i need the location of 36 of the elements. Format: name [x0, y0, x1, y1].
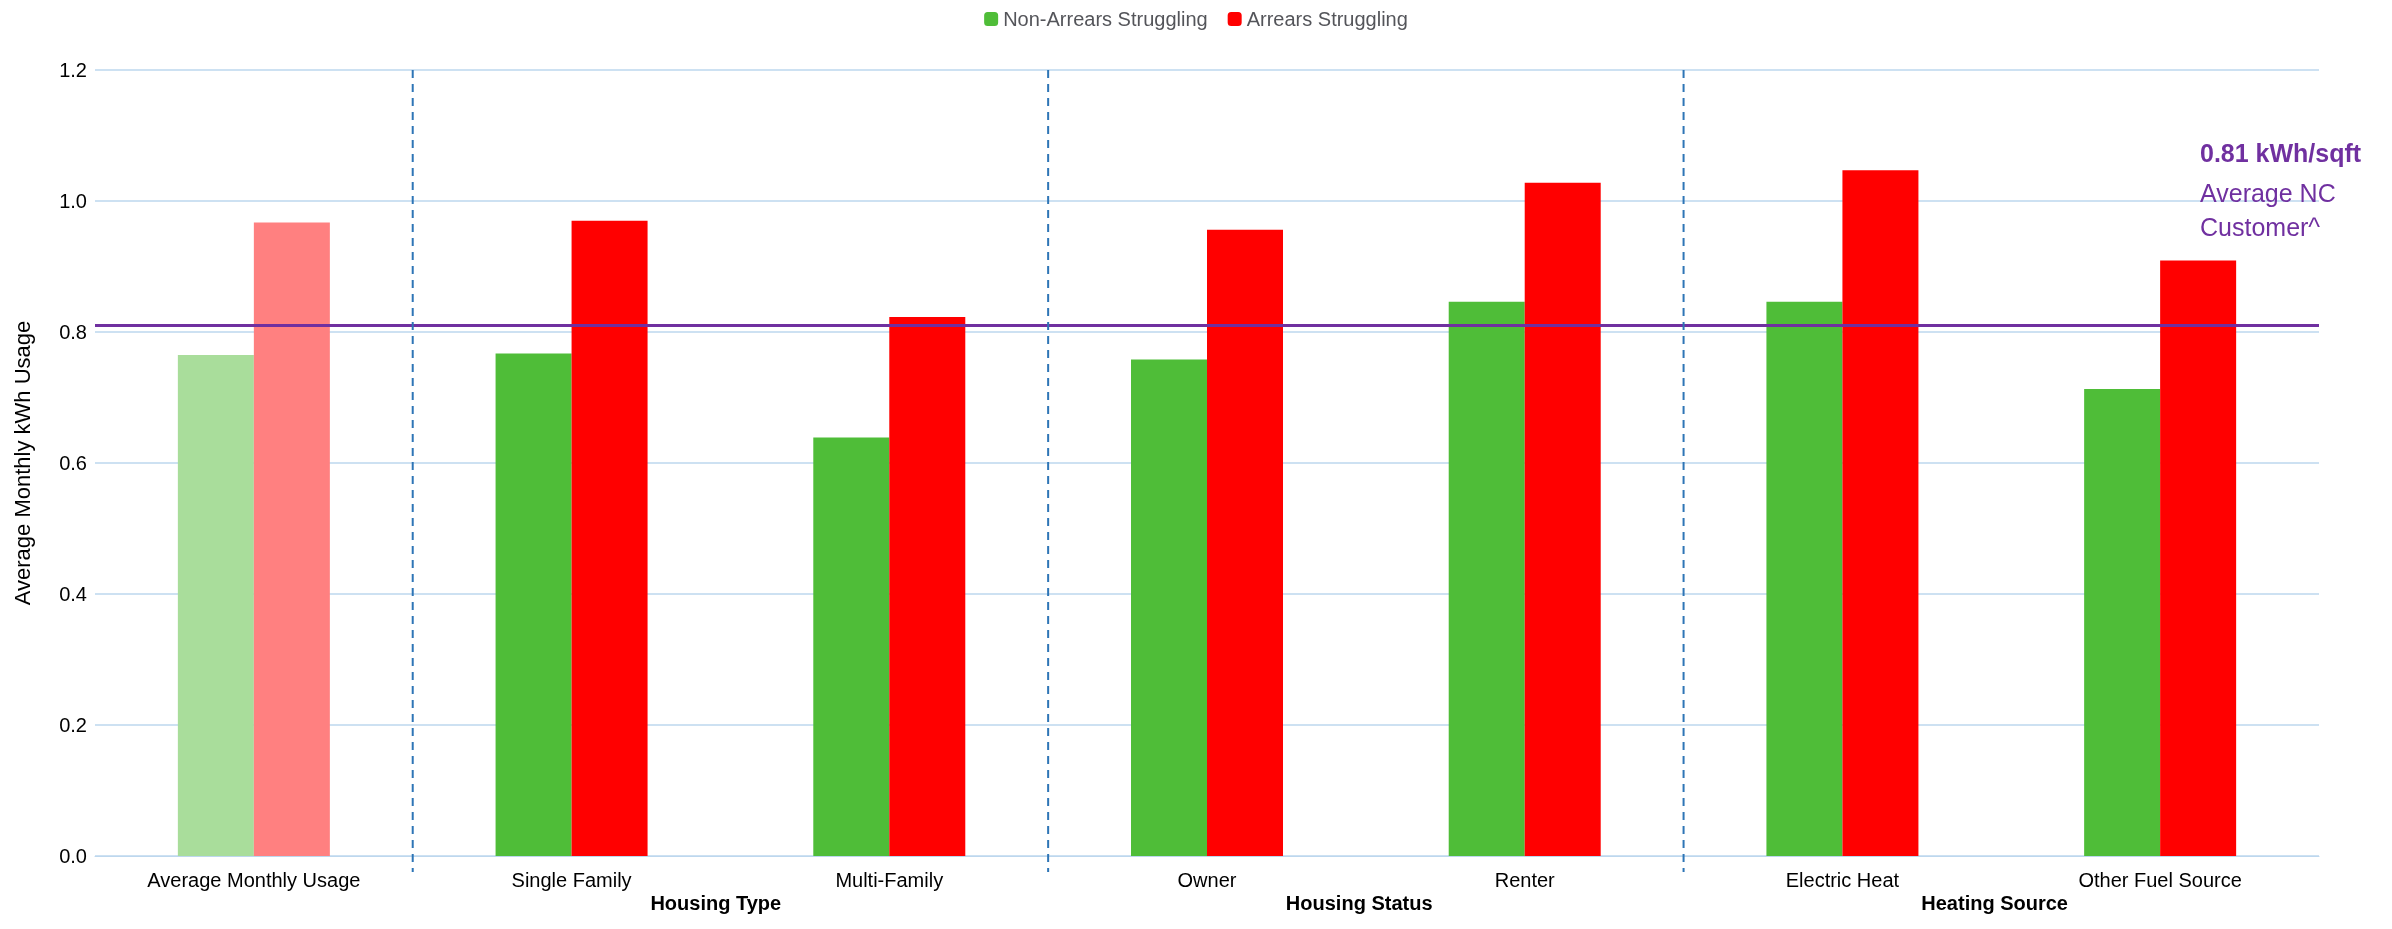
- y-tick-label: 1.2: [59, 59, 87, 81]
- text: Heating Source: [1921, 892, 2068, 914]
- x-tick-label: Average Monthly Usage: [147, 869, 361, 891]
- x-tick-label: Multi-Family: [835, 869, 944, 891]
- bar: [1842, 170, 1919, 856]
- bar: [253, 222, 330, 856]
- x-tick-label: Single Family: [511, 869, 632, 891]
- bar: [1207, 229, 1283, 856]
- annotation: Average NC Customer^: [2200, 179, 2343, 241]
- bar: [2084, 388, 2161, 856]
- y-tick-label: 0.2: [59, 714, 87, 736]
- y-axis-title: Average Monthly kWh Usage: [9, 320, 35, 606]
- x-tick-label: Other Fuel Source: [2078, 869, 2242, 891]
- bar: [1131, 359, 1207, 856]
- y-tick-label: 0.8: [59, 321, 87, 343]
- x-tick-label: Renter: [1494, 869, 1556, 891]
- bar: [177, 354, 254, 856]
- bar: [495, 353, 572, 856]
- text: Housing Type: [650, 892, 782, 914]
- y-tick-label: 1.0: [59, 190, 87, 212]
- bar: [1524, 182, 1601, 856]
- y-tick-label: 0.6: [59, 452, 87, 474]
- x-tick-label: Electric Heat: [1785, 869, 1900, 891]
- x-tick-label: Owner: [1177, 869, 1237, 891]
- bar: [1448, 301, 1525, 856]
- y-tick-label: 0.4: [59, 583, 87, 605]
- text: Housing Status: [1285, 892, 1433, 914]
- bar: [813, 437, 890, 856]
- bar: [1766, 301, 1843, 856]
- y-tick-label: 0.0: [59, 845, 87, 867]
- bar: [889, 316, 966, 856]
- bar: [2160, 260, 2237, 856]
- legend-label: Arrears Struggling: [1246, 8, 1408, 30]
- bar: [571, 220, 648, 856]
- legend-label: Non-Arrears Struggling: [1003, 8, 1208, 30]
- ref-line-label: 0.81 kWh/sqft: [2200, 138, 2362, 167]
